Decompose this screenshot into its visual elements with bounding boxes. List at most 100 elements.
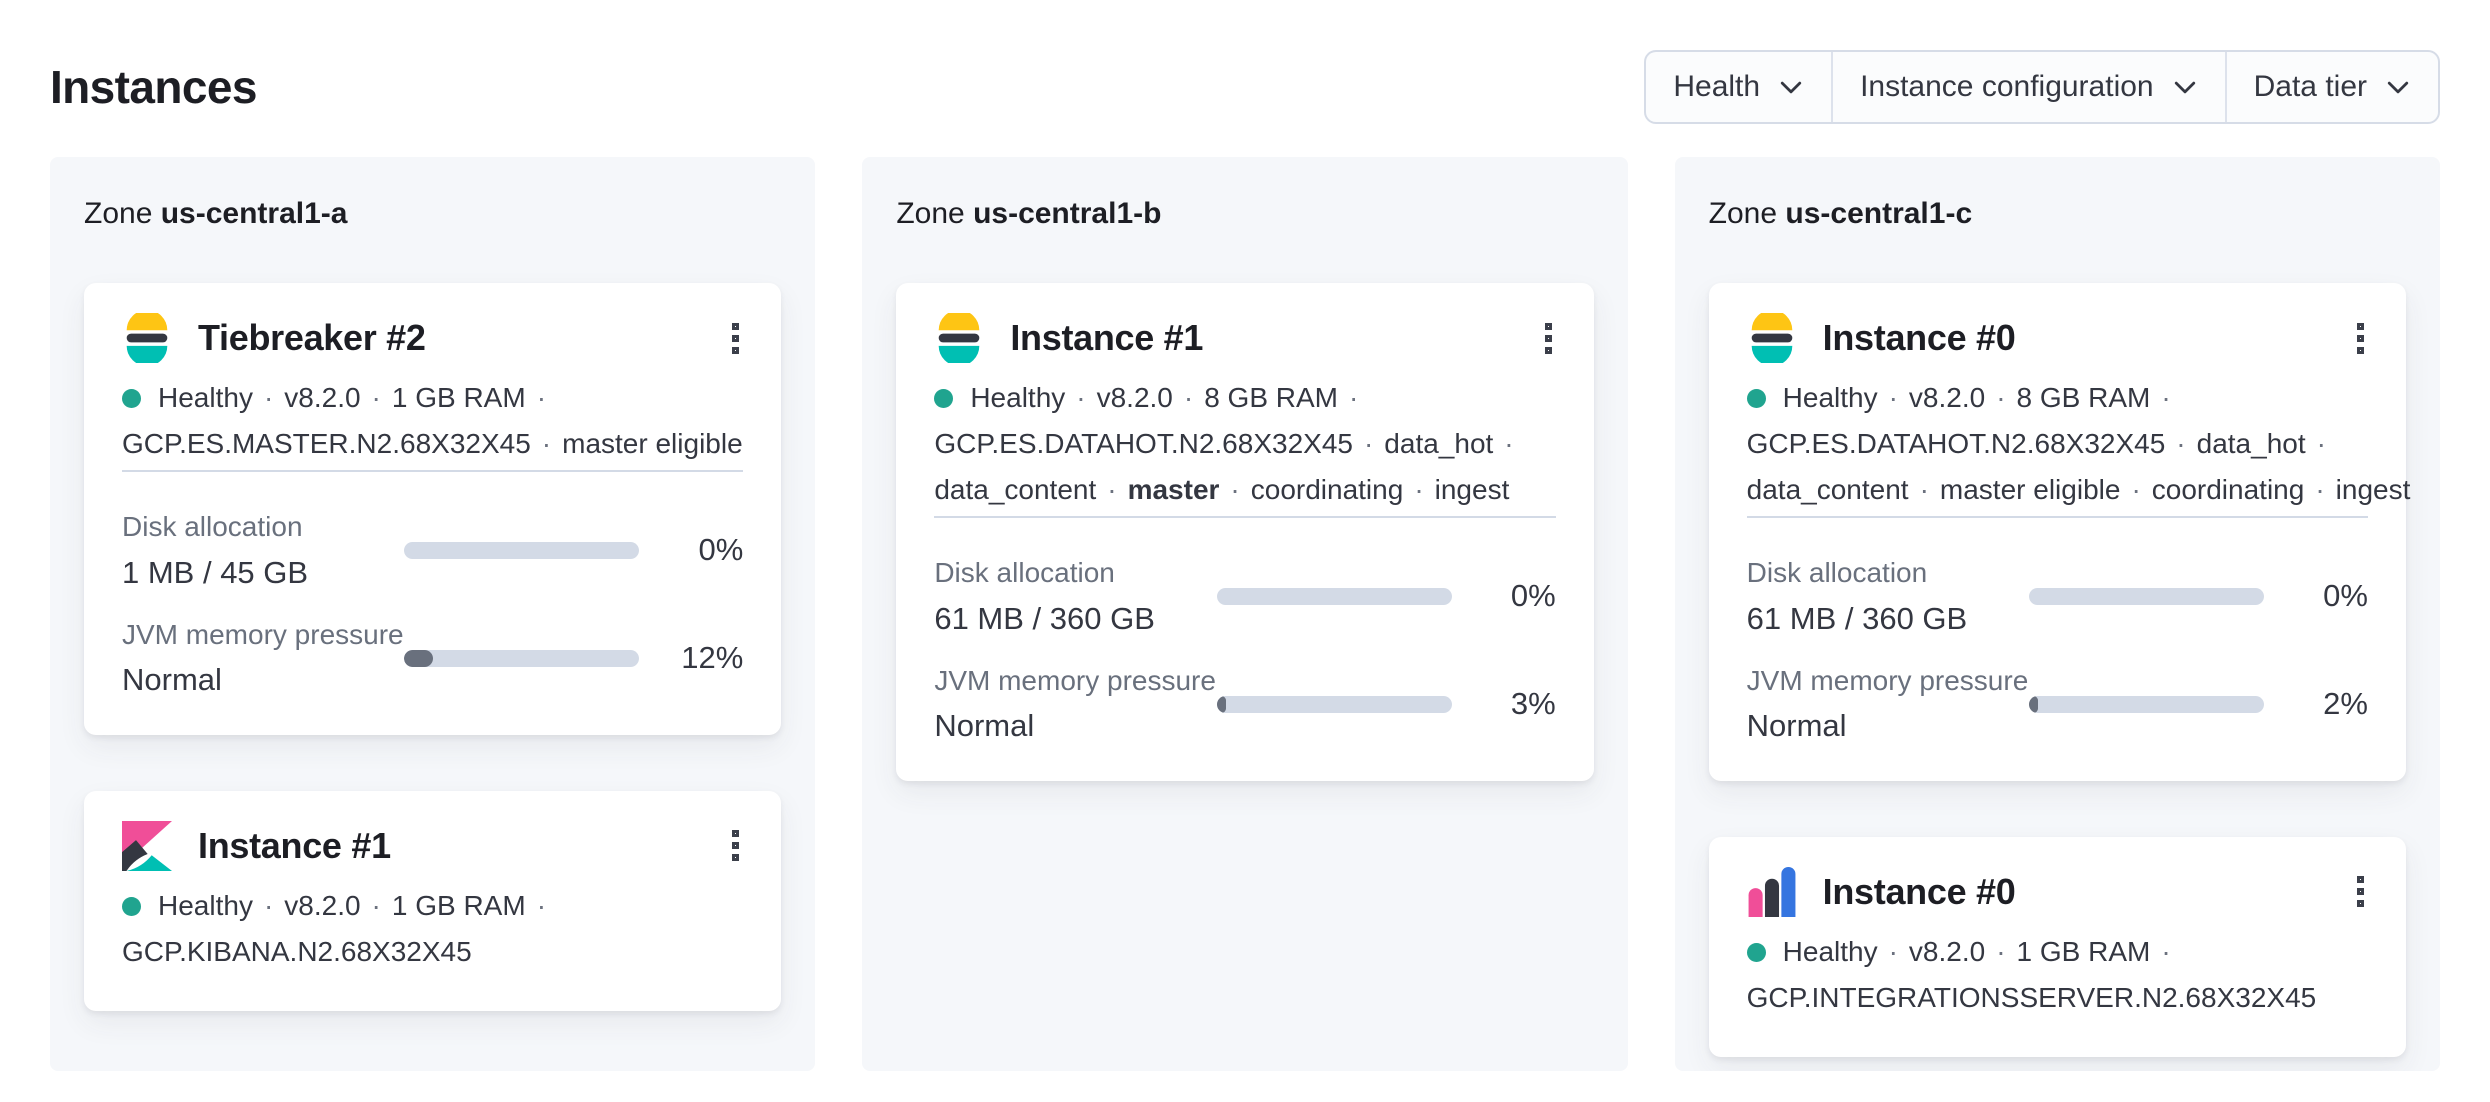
separator-dot: · (1363, 428, 1374, 459)
metric-percent: 0% (698, 532, 744, 568)
filter-button-data-tier[interactable]: Data tier (2224, 52, 2438, 122)
separator-dot: · (1107, 474, 1117, 505)
metric-row: JVM memory pressure Normal 12% (122, 618, 743, 699)
progress-bar-fill (2028, 695, 2039, 713)
status-line: data_content · master eligible · coordinatin… (1747, 467, 2411, 513)
status-text: v8.2.0 (1908, 935, 1986, 967)
status-text: data_hot (2196, 428, 2306, 459)
metric-text: Disk allocation 61 MB / 360 GB (934, 556, 1216, 637)
instance-title: Instance #1 (1010, 317, 1204, 358)
metric-text: Disk allocation 61 MB / 360 GB (1747, 556, 2029, 637)
separator-dot: · (1414, 474, 1424, 505)
instance-title: Tiebreaker #2 (198, 317, 426, 358)
metric-row: Disk allocation 61 MB / 360 GB 0% (1747, 556, 2368, 637)
progress-bar (1216, 587, 1452, 605)
metric-label: JVM memory pressure (1746, 664, 2029, 696)
elasticsearch-logo-icon (122, 313, 172, 363)
separator-dot: · (541, 428, 552, 459)
instance-menu-button[interactable] (728, 319, 743, 358)
instance-title: Instance #1 (198, 824, 391, 866)
separator-dot: · (1183, 382, 1194, 413)
instance-menu-button[interactable] (2353, 319, 2368, 358)
separator-dot: · (536, 382, 547, 413)
separator-dot: · (263, 382, 274, 413)
boxes-vertical-icon (1544, 322, 1552, 354)
separator-dot: · (371, 889, 381, 921)
metric-value: 61 MB / 360 GB (1746, 600, 1968, 636)
card-header: Instance #1 (934, 313, 1555, 363)
status-text: ingest (2335, 474, 2411, 505)
page-header: Instances Health Instance configuration Da… (0, 0, 2490, 124)
kibana-logo-icon (122, 820, 172, 871)
separator-dot: · (1076, 382, 1086, 413)
instance-status: Healthy · v8.2.0 · 8 GB RAM · GCP.ES.DATAHOT.N… (934, 375, 1555, 513)
progress-bar-fill (404, 649, 433, 667)
progress-bar (2028, 695, 2264, 713)
status-text: 8 GB RAM (1204, 382, 1339, 413)
progress-bar (404, 541, 640, 559)
instance-menu-button[interactable] (2353, 872, 2368, 911)
metric-percent: 0% (1510, 578, 1556, 614)
metric-row: JVM memory pressure Normal 2% (1747, 664, 2368, 745)
metric-text: JVM memory pressure Normal (122, 618, 404, 699)
separator-dot: · (1504, 428, 1514, 459)
zone-panel-us-central1-b: Zone us-central1-b Instance #1 Healthy · v8.… (862, 157, 1628, 1071)
instance-menu-button[interactable] (728, 826, 743, 865)
metric-percent: 2% (2323, 686, 2368, 722)
status-text: coordinating (2151, 474, 2305, 505)
status-text: 1 GB RAM (2016, 935, 2151, 967)
separator-dot: · (371, 382, 381, 413)
status-text: Healthy (970, 382, 1066, 413)
filter-button-instance-configuration[interactable]: Instance configuration (1831, 52, 2225, 122)
metric-text: JVM memory pressure Normal (1747, 664, 2029, 745)
status-text: v8.2.0 (284, 382, 361, 413)
card-divider (1746, 516, 2368, 518)
status-line: Healthy · v8.2.0 · 1 GB RAM · (122, 883, 743, 929)
card-header: Instance #1 (122, 820, 743, 871)
instance-status: Healthy · v8.2.0 · 1 GB RAM · GCP.KIBANA.N2.68… (122, 883, 743, 975)
health-status-dot (122, 389, 141, 408)
instance-metrics: Disk allocation 1 MB / 45 GB 0% JVM memory … (122, 510, 743, 699)
instance-card: Tiebreaker #2 Healthy · v8.2.0 · 1 GB RAM · GCP… (84, 283, 782, 735)
status-line: GCP.ES.DATAHOT.N2.68X32X45 · data_hot · (1747, 421, 2368, 467)
integrations-server-logo-icon (1747, 866, 1797, 917)
chevron-down-icon (2385, 74, 2411, 100)
separator-dot: · (2161, 382, 2171, 413)
metric-label: Disk allocation (1746, 557, 1928, 588)
status-text: 1 GB RAM (391, 889, 526, 921)
status-text: v8.2.0 (284, 889, 361, 921)
filter-button-health[interactable]: Health (1646, 52, 1831, 122)
metric-row: JVM memory pressure Normal 3% (934, 664, 1555, 745)
separator-dot: · (1996, 935, 2006, 967)
status-text: coordinating (1250, 474, 1404, 505)
status-text: Healthy (158, 382, 253, 413)
zone-label: Zone us-central1-b (896, 197, 1593, 231)
zone-panel-us-central1-c: Zone us-central1-c Instance #0 Healthy · v8.… (1674, 157, 2440, 1071)
instance-title: Instance #0 (1822, 870, 2016, 912)
card-header: Tiebreaker #2 (122, 313, 743, 363)
separator-dot: · (1230, 474, 1240, 505)
status-text: 1 GB RAM (391, 382, 526, 413)
instance-status: Healthy · v8.2.0 · 8 GB RAM · GCP.ES.DATAHOT.N… (1746, 375, 2411, 513)
separator-dot: · (2315, 474, 2325, 505)
filter-button-label: Health (1673, 70, 1761, 103)
elasticsearch-logo-icon (934, 313, 984, 363)
separator-dot: · (1349, 382, 1359, 413)
zone-label-prefix: Zone (1708, 197, 1778, 230)
filter-group: Health Instance configuration Data tier (1644, 50, 2440, 124)
elasticsearch-logo-icon (1747, 313, 1797, 363)
status-text: v8.2.0 (1096, 382, 1173, 413)
boxes-vertical-icon (732, 830, 740, 862)
card-divider (122, 470, 744, 472)
status-text: Healthy (158, 889, 253, 921)
status-text: ingest (1434, 474, 1510, 505)
status-text: data_hot (1384, 428, 1494, 459)
filter-button-label: Data tier (2253, 70, 2367, 103)
status-text: v8.2.0 (1908, 382, 1986, 413)
status-text: GCP.KIBANA.N2.68X32X45 (122, 935, 472, 967)
status-text: GCP.ES.DATAHOT.N2.68X32X45 (1746, 428, 2166, 459)
status-text: master eligible (1939, 474, 2121, 505)
instance-menu-button[interactable] (1541, 319, 1556, 358)
separator-dot: · (1919, 474, 1929, 505)
page-title: Instances (50, 60, 257, 113)
